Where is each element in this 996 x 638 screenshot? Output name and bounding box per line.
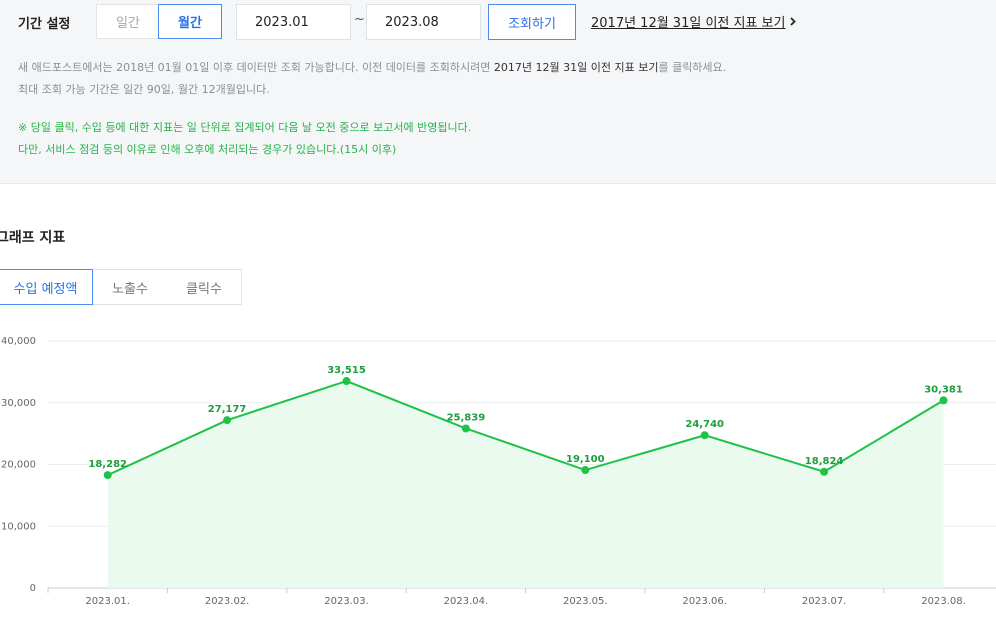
data-point — [700, 431, 709, 440]
y-tick-label: 0 — [30, 583, 36, 594]
series-line — [107, 380, 945, 477]
notice-line-2: 다만, 서비스 점검 등의 이유로 인해 오후에 처리되는 경우가 있습니다.(… — [18, 143, 397, 156]
info-line-1-text: 새 애드포스트에서는 2018년 01월 01일 이후 데이터만 조회 가능합니… — [18, 61, 494, 74]
y-tick-label: 30,000 — [1, 398, 36, 409]
date-range-separator: ~ — [354, 12, 365, 27]
data-point — [103, 471, 112, 480]
y-tick-label: 40,000 — [1, 336, 36, 347]
data-label: 19,100 — [566, 454, 605, 465]
graph-section-title: 그래프 지표 — [0, 230, 66, 246]
x-tick-label: 2023.03. — [324, 596, 369, 607]
x-tick-label: 2023.05. — [563, 596, 608, 607]
data-point — [581, 466, 590, 475]
search-button[interactable]: 조회하기 — [488, 4, 576, 40]
filter-panel: 기간 설정 일간 월간 ~ 조회하기 2017년 12월 31일 이전 지표 보… — [0, 0, 996, 184]
x-tick-label: 2023.08. — [921, 596, 966, 607]
prev-data-link-label: 2017년 12월 31일 이전 지표 보기 — [591, 16, 786, 31]
daily-toggle-button[interactable]: 일간 — [96, 4, 159, 39]
x-tick-label: 2023.07. — [802, 596, 847, 607]
tab-expected-revenue[interactable]: 수입 예정액 — [0, 269, 93, 305]
data-label: 33,515 — [327, 365, 366, 376]
y-tick-label: 20,000 — [1, 460, 36, 471]
tab-impressions[interactable]: 노출수 — [93, 269, 168, 305]
series-area — [107, 381, 944, 588]
data-label: 18,282 — [88, 459, 127, 470]
info-line-1-suffix: 를 클릭하세요. — [658, 61, 727, 74]
prev-data-link[interactable]: 2017년 12월 31일 이전 지표 보기 — [591, 12, 797, 31]
x-tick-label: 2023.02. — [205, 596, 250, 607]
data-point — [820, 467, 829, 476]
data-label: 24,740 — [685, 419, 724, 430]
monthly-toggle-button[interactable]: 월간 — [158, 4, 222, 39]
data-label: 27,177 — [208, 404, 247, 415]
x-tick-label: 2023.04. — [444, 596, 489, 607]
x-tick-label: 2023.06. — [682, 596, 727, 607]
chevron-right-icon — [790, 17, 797, 26]
notice-line-1: ※ 당일 클릭, 수입 등에 대한 지표는 일 단위로 집계되어 다음 날 오전… — [18, 121, 472, 134]
y-tick-label: 10,000 — [1, 521, 36, 532]
revenue-line-chart: 0 10,000 20,000 30,000 40,000 2023.01. 2023.02… — [1, 336, 996, 607]
data-point — [939, 396, 948, 405]
info-line-1-link-text: 2017년 12월 31일 이전 지표 보기 — [493, 61, 659, 74]
end-month-input[interactable] — [366, 4, 481, 40]
info-line-1: 새 애드포스트에서는 2018년 01월 01일 이후 데이터만 조회 가능합니… — [18, 59, 726, 75]
tab-clicks[interactable]: 클릭수 — [167, 269, 242, 305]
period-label: 기간 설정 — [18, 17, 71, 32]
data-label: 18,824 — [805, 456, 844, 467]
data-point — [342, 377, 351, 386]
data-label: 30,381 — [924, 384, 963, 395]
data-point — [461, 424, 470, 433]
x-tick-label: 2023.01. — [85, 596, 130, 607]
start-month-input[interactable] — [236, 4, 351, 40]
data-point — [223, 416, 232, 425]
info-line-2: 최대 조회 가능 기간은 일간 90일, 월간 12개월입니다. — [18, 83, 270, 96]
data-label: 25,839 — [447, 412, 486, 423]
